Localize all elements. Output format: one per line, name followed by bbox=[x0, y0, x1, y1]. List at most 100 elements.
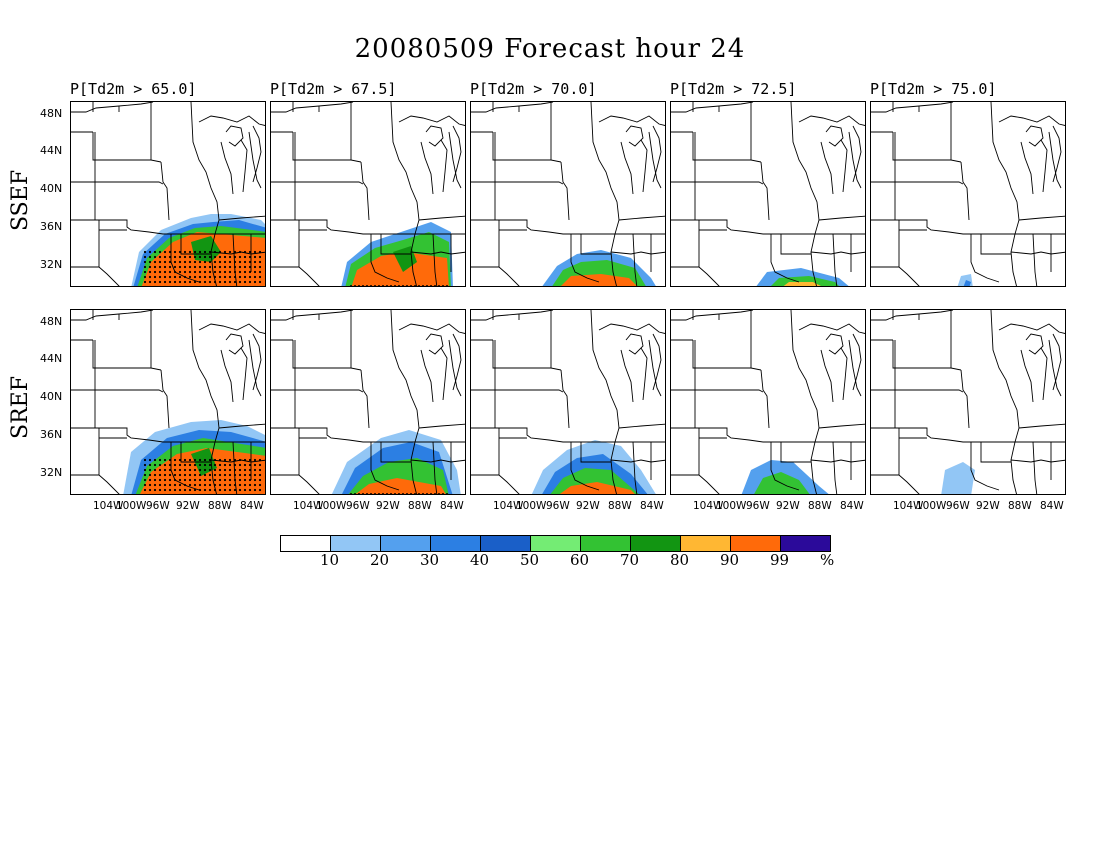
boundary-line bbox=[292, 132, 362, 163]
boundary-line bbox=[271, 102, 354, 113]
boundary-line bbox=[471, 389, 496, 429]
stipple-dot bbox=[223, 275, 227, 279]
stipple-dot bbox=[189, 285, 191, 286]
boundary-line bbox=[848, 339, 862, 397]
boundary-line bbox=[298, 266, 320, 286]
stipple-dot bbox=[168, 275, 172, 279]
boundary-line bbox=[610, 251, 665, 255]
boundary-line bbox=[492, 340, 562, 371]
stipple-dot bbox=[163, 458, 167, 462]
boundary-line bbox=[180, 234, 211, 255]
map-panel bbox=[270, 309, 466, 495]
stipple-dot bbox=[238, 270, 242, 274]
colorbar-label: 60 bbox=[570, 551, 590, 569]
lat-tick-label: 32N bbox=[40, 466, 63, 479]
boundary-line bbox=[825, 333, 844, 355]
stipple-dot bbox=[148, 260, 152, 264]
stipple-dot bbox=[158, 458, 162, 462]
lon-tick-label: 92W bbox=[776, 500, 800, 512]
boundary-line bbox=[671, 427, 727, 476]
stipple-dot bbox=[243, 260, 247, 264]
stipple-dot bbox=[219, 285, 221, 286]
stipple-dot bbox=[159, 493, 161, 494]
boundary-line bbox=[425, 125, 444, 147]
stipple-dot bbox=[203, 265, 207, 269]
stipple-dot bbox=[193, 260, 197, 264]
map-canvas bbox=[271, 310, 465, 494]
stipple-dot bbox=[386, 285, 388, 286]
stipple-dot bbox=[438, 285, 440, 286]
boundary-line bbox=[895, 181, 964, 185]
boundary-line bbox=[240, 347, 248, 401]
boundary-line bbox=[471, 102, 554, 113]
lon-tick-label: 104W bbox=[293, 500, 324, 512]
stipple-dot bbox=[358, 493, 360, 494]
stipple-dot bbox=[179, 493, 181, 494]
stipple-dot bbox=[203, 255, 207, 259]
lon-tick-label: 92W bbox=[376, 500, 400, 512]
lon-tick-label: 96W bbox=[146, 500, 170, 512]
boundary-line bbox=[1020, 141, 1034, 195]
stipple-dot bbox=[244, 493, 246, 494]
boundary-line bbox=[425, 333, 444, 355]
stipple-dot bbox=[258, 478, 262, 482]
stipple-dot bbox=[148, 478, 152, 482]
boundary-line bbox=[560, 161, 570, 221]
lon-tick-label: 84W bbox=[440, 500, 464, 512]
stipple-dot bbox=[198, 270, 202, 274]
boundary-line bbox=[618, 423, 665, 429]
boundary-line bbox=[698, 474, 720, 494]
stipple-dot bbox=[253, 270, 257, 274]
stipple-dot bbox=[228, 265, 232, 269]
stipple-dot bbox=[208, 280, 212, 284]
stipple-dot bbox=[248, 260, 252, 264]
stipple-dot bbox=[188, 280, 192, 284]
stipple-dot bbox=[386, 493, 388, 494]
stipple-dot bbox=[143, 473, 147, 477]
stipple-dot bbox=[183, 260, 187, 264]
lon-tick-label: 88W bbox=[1008, 500, 1032, 512]
stipple-dot bbox=[239, 285, 241, 286]
stipple-dot bbox=[143, 468, 147, 472]
stipple-dot bbox=[198, 458, 202, 462]
stipple-dot bbox=[174, 493, 176, 494]
lon-tick-label: 88W bbox=[408, 500, 432, 512]
stipple-dot bbox=[258, 488, 262, 492]
stipple-dot bbox=[183, 463, 187, 467]
lon-tick-label: 92W bbox=[576, 500, 600, 512]
stipple-dot bbox=[228, 473, 232, 477]
stipple-dot bbox=[178, 488, 182, 492]
boundary-line bbox=[370, 234, 400, 283]
boundary-line bbox=[898, 474, 920, 494]
stipple-dot bbox=[218, 270, 222, 274]
boundary-line bbox=[671, 219, 865, 235]
boundary-line bbox=[398, 115, 465, 126]
stipple-dot bbox=[168, 483, 172, 487]
stipple-dot bbox=[173, 458, 177, 462]
stipple-dot bbox=[258, 270, 262, 274]
boundary-line bbox=[695, 389, 764, 393]
lon-tick-label: 84W bbox=[1040, 500, 1064, 512]
boundary-line bbox=[998, 115, 1065, 126]
stipple-dot bbox=[378, 285, 380, 286]
boundary-line bbox=[410, 251, 465, 255]
stipple-dot bbox=[249, 285, 251, 286]
boundary-line bbox=[198, 115, 265, 126]
stipple-dot bbox=[188, 468, 192, 472]
stipple-dot bbox=[426, 285, 428, 286]
stipple-dot bbox=[229, 493, 231, 494]
stipple-dot bbox=[382, 493, 384, 494]
stipple-dot bbox=[188, 478, 192, 482]
stipple-dot bbox=[248, 280, 252, 284]
stipple-dot bbox=[198, 260, 202, 264]
boundary-line bbox=[448, 339, 462, 397]
boundary-line bbox=[448, 131, 462, 189]
stipple-dot bbox=[402, 493, 404, 494]
stipple-dot bbox=[198, 473, 202, 477]
boundary-line bbox=[671, 427, 865, 443]
boundary-line bbox=[420, 141, 434, 195]
boundary-line bbox=[820, 349, 834, 403]
boundary-line bbox=[895, 389, 964, 393]
stipple-dot bbox=[174, 285, 176, 286]
boundary-line bbox=[871, 427, 1065, 443]
